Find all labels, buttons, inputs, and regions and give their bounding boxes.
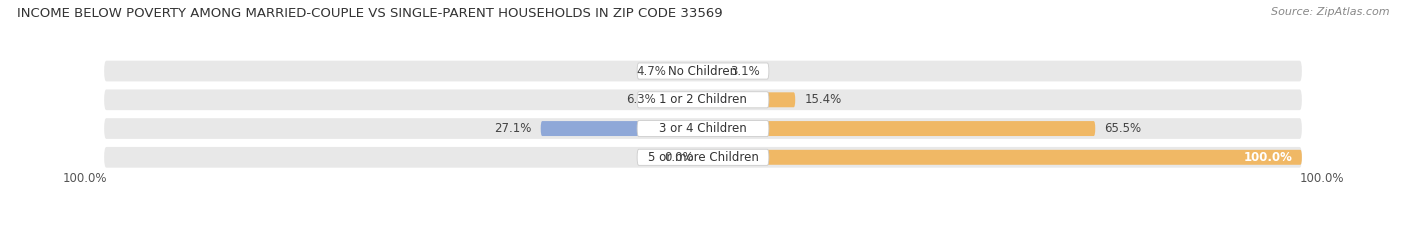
Text: 0.0%: 0.0% [665,151,695,164]
Text: No Children: No Children [668,65,738,78]
FancyBboxPatch shape [690,150,703,165]
Text: 3.1%: 3.1% [731,65,761,78]
FancyBboxPatch shape [665,92,703,107]
Text: 4.7%: 4.7% [636,65,666,78]
FancyBboxPatch shape [703,92,796,107]
FancyBboxPatch shape [104,147,1302,168]
FancyBboxPatch shape [703,121,1095,136]
Text: 15.4%: 15.4% [804,93,841,106]
Text: 3 or 4 Children: 3 or 4 Children [659,122,747,135]
Text: 5 or more Children: 5 or more Children [648,151,758,164]
FancyBboxPatch shape [104,89,1302,110]
FancyBboxPatch shape [675,64,703,79]
Text: 100.0%: 100.0% [1244,151,1294,164]
FancyBboxPatch shape [104,118,1302,139]
FancyBboxPatch shape [637,120,769,137]
Text: Source: ZipAtlas.com: Source: ZipAtlas.com [1271,7,1389,17]
Text: 6.3%: 6.3% [627,93,657,106]
FancyBboxPatch shape [637,149,769,165]
Text: 65.5%: 65.5% [1104,122,1142,135]
FancyBboxPatch shape [703,150,1302,165]
Text: 100.0%: 100.0% [1299,171,1344,185]
Text: 100.0%: 100.0% [62,171,107,185]
Text: INCOME BELOW POVERTY AMONG MARRIED-COUPLE VS SINGLE-PARENT HOUSEHOLDS IN ZIP COD: INCOME BELOW POVERTY AMONG MARRIED-COUPL… [17,7,723,20]
Legend: Married Couples, Single Parents: Married Couples, Single Parents [582,230,824,233]
FancyBboxPatch shape [104,61,1302,81]
FancyBboxPatch shape [637,63,769,79]
FancyBboxPatch shape [703,64,721,79]
FancyBboxPatch shape [541,121,703,136]
Text: 1 or 2 Children: 1 or 2 Children [659,93,747,106]
FancyBboxPatch shape [637,92,769,108]
Text: 27.1%: 27.1% [495,122,531,135]
